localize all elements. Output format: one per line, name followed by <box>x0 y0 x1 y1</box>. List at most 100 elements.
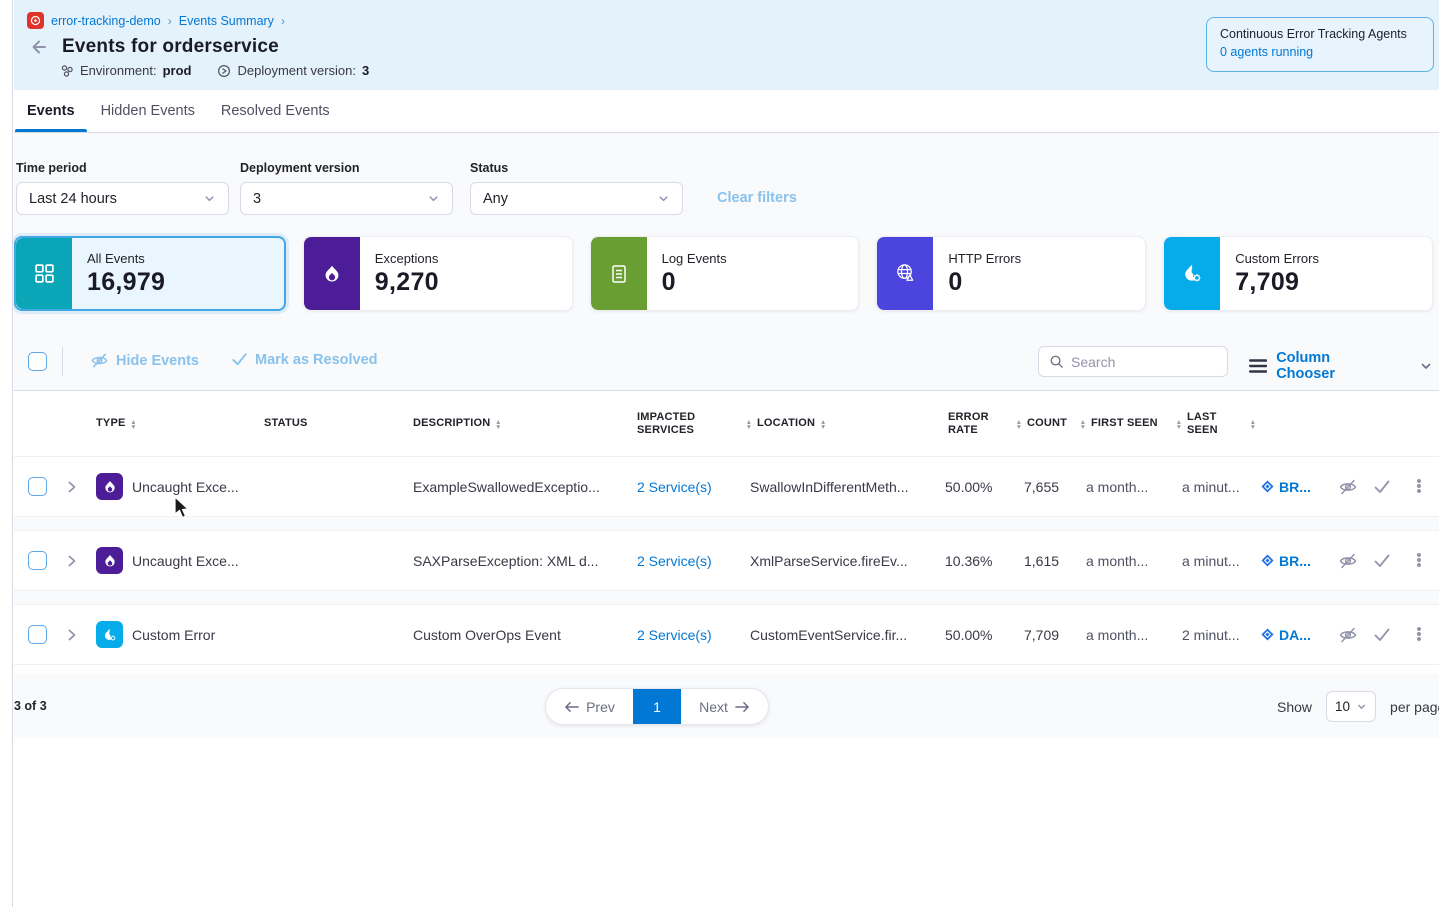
stat-card-log-events[interactable]: Log Events 0 <box>590 236 860 311</box>
impacted-services-link[interactable]: 2 Service(s) <box>627 553 712 569</box>
deployment-version-meta: Deployment version:3 <box>217 63 369 78</box>
pagination-bar: 3 of 3 Prev 1 Next Show 10 per page <box>14 674 1439 738</box>
service-tag-link[interactable]: BR... <box>1255 479 1331 495</box>
service-tag-link[interactable]: DA... <box>1255 627 1331 643</box>
hamburger-icon <box>1249 358 1267 374</box>
last-seen-cell: a minut... <box>1173 479 1255 495</box>
first-seen-cell: a month... <box>1077 553 1173 569</box>
description-cell: SAXParseException: XML d... <box>401 553 627 569</box>
row-menu-icon[interactable]: ••• <box>1416 479 1421 494</box>
http-errors-count: 0 <box>948 268 1021 297</box>
deployment-version-select[interactable]: 3 <box>240 182 453 215</box>
page-number-button[interactable]: 1 <box>633 689 681 724</box>
mark-resolved-button[interactable]: Mark as Resolved <box>231 351 378 368</box>
search-input[interactable] <box>1071 354 1201 370</box>
hide-event-icon-button[interactable] <box>1331 625 1365 645</box>
expand-chevron-icon[interactable] <box>64 627 80 643</box>
stat-card-exceptions[interactable]: Exceptions 9,270 <box>303 236 573 311</box>
column-header-status: STATUS <box>261 417 401 430</box>
clear-filters-button[interactable]: Clear filters <box>717 190 797 206</box>
row-checkbox[interactable] <box>28 477 47 496</box>
show-label: Show <box>1277 699 1312 715</box>
chevron-down-icon <box>427 192 440 205</box>
stat-card-http-errors[interactable]: HTTP Errors 0 <box>876 236 1146 311</box>
count-cell: 7,655 <box>1015 479 1077 495</box>
service-tag-link[interactable]: BR... <box>1255 553 1331 569</box>
page-title: Events for orderservice <box>62 36 279 58</box>
tab-events[interactable]: Events <box>14 90 88 132</box>
log-events-count: 0 <box>662 268 727 297</box>
breadcrumb-section-link[interactable]: Events Summary <box>179 14 274 28</box>
row-menu-icon[interactable]: ••• <box>1416 627 1421 642</box>
event-type-text: Uncaught Exce... <box>132 553 239 569</box>
sort-icon: ▴▾ <box>1177 419 1181 429</box>
column-header-description[interactable]: DESCRIPTION▴▾ <box>401 417 627 430</box>
column-header-type[interactable]: TYPE▴▾ <box>96 417 261 430</box>
row-checkbox[interactable] <box>28 625 47 644</box>
first-seen-cell: a month... <box>1077 627 1173 643</box>
chevron-right-icon: › <box>168 14 172 28</box>
table-row[interactable]: Custom Error Custom OverOps Event 2 Serv… <box>14 604 1439 665</box>
table-row[interactable]: Uncaught Exce... SAXParseException: XML … <box>14 530 1439 591</box>
row-gap <box>14 591 1439 604</box>
stat-cards-row: All Events 16,979 Exceptions 9,270 Log <box>14 236 1433 311</box>
chevron-down-icon <box>1419 359 1433 373</box>
environment-value: prod <box>163 63 192 78</box>
eye-slash-icon <box>1338 477 1358 497</box>
description-cell: Custom OverOps Event <box>401 627 627 643</box>
impacted-services-link[interactable]: 2 Service(s) <box>627 479 712 495</box>
resolve-icon-button[interactable] <box>1365 478 1399 496</box>
sort-icon: ▴▾ <box>496 419 500 429</box>
result-count: 3 of 3 <box>14 699 47 713</box>
location-cell: SwallowInDifferentMeth... <box>745 479 941 495</box>
column-header-last-seen[interactable]: ▴▾LAST SEEN▴▾ <box>1173 411 1255 437</box>
column-header-count[interactable]: ▴▾COUNT <box>1015 417 1077 430</box>
count-cell: 1,615 <box>1015 553 1077 569</box>
eye-slash-icon <box>1338 625 1358 645</box>
tab-resolved-events[interactable]: Resolved Events <box>208 90 343 132</box>
table-toolbar: Hide Events Mark as Resolved Column Choo… <box>14 343 1433 381</box>
table-header-row: TYPE▴▾ STATUS DESCRIPTION▴▾ IMPACTED SER… <box>14 391 1439 456</box>
hide-events-button[interactable]: Hide Events <box>90 351 199 370</box>
globe-icon <box>894 262 917 285</box>
status-select[interactable]: Any <box>470 182 683 215</box>
hide-event-icon-button[interactable] <box>1331 551 1365 571</box>
impacted-services-link[interactable]: 2 Service(s) <box>627 627 712 643</box>
check-icon <box>231 351 248 368</box>
prev-page-button[interactable]: Prev <box>546 689 633 724</box>
chevron-right-icon: › <box>281 14 285 28</box>
status-label: Status <box>470 161 508 175</box>
page-size-select[interactable]: 10 <box>1326 691 1376 722</box>
row-checkbox[interactable] <box>28 551 47 570</box>
description-cell: ExampleSwallowedExceptio... <box>401 479 627 495</box>
table-row[interactable]: Uncaught Exce... ExampleSwallowedExcepti… <box>14 456 1439 517</box>
service-diamond-icon <box>1261 480 1274 493</box>
stat-card-custom-errors[interactable]: Custom Errors 7,709 <box>1163 236 1433 311</box>
column-header-location[interactable]: ▴▾LOCATION▴▾ <box>745 417 941 430</box>
select-all-checkbox[interactable] <box>28 352 47 371</box>
check-icon <box>1373 552 1391 570</box>
arrow-right-icon <box>735 701 750 713</box>
first-seen-cell: a month... <box>1077 479 1173 495</box>
row-menu-icon[interactable]: ••• <box>1416 553 1421 568</box>
column-header-error-rate: ERROR RATE <box>941 411 999 437</box>
tab-hidden-events[interactable]: Hidden Events <box>88 90 208 132</box>
service-diamond-icon <box>1261 554 1274 567</box>
expand-chevron-icon[interactable] <box>64 553 80 569</box>
stat-card-all-events[interactable]: All Events 16,979 <box>14 236 286 311</box>
document-icon <box>608 263 630 285</box>
time-period-select[interactable]: Last 24 hours <box>16 182 229 215</box>
agents-running-link[interactable]: 0 agents running <box>1220 45 1420 59</box>
column-chooser-button[interactable]: Column Chooser <box>1249 350 1433 382</box>
breadcrumb-project-link[interactable]: error-tracking-demo <box>51 14 161 28</box>
resolve-icon-button[interactable] <box>1365 626 1399 644</box>
resolve-icon-button[interactable] <box>1365 552 1399 570</box>
hide-event-icon-button[interactable] <box>1331 477 1365 497</box>
expand-chevron-icon[interactable] <box>64 479 80 495</box>
back-arrow-icon[interactable] <box>28 36 50 58</box>
chevron-down-icon <box>1356 701 1367 712</box>
agents-panel-title: Continuous Error Tracking Agents <box>1220 27 1420 41</box>
column-header-first-seen[interactable]: ▴▾FIRST SEEN <box>1077 417 1173 430</box>
agents-panel[interactable]: Continuous Error Tracking Agents 0 agent… <box>1206 17 1434 72</box>
next-page-button[interactable]: Next <box>681 689 768 724</box>
